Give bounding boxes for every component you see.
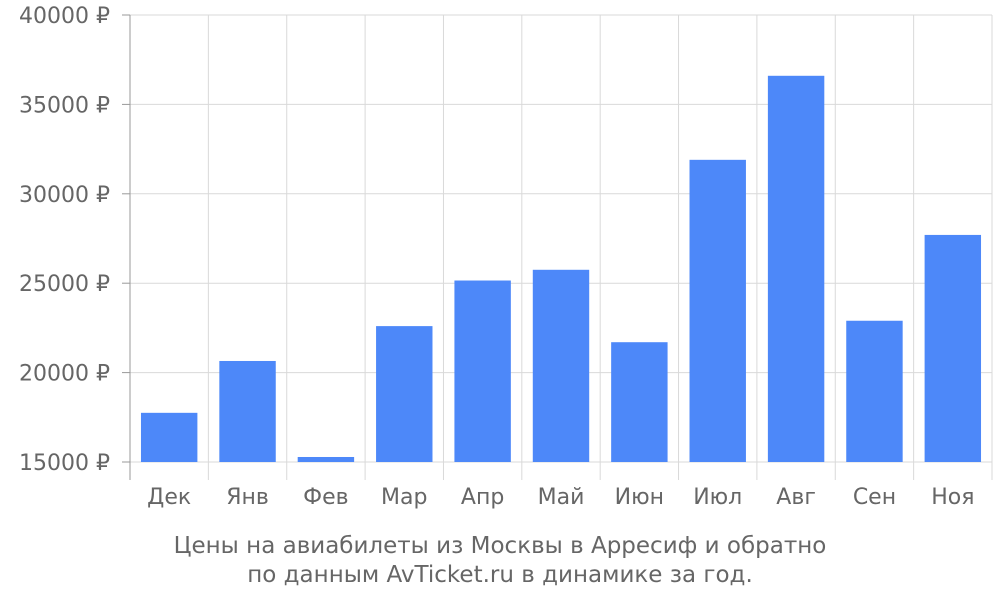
chart-caption-line-2: по данным AvTicket.ru в динамике за год. xyxy=(247,562,753,588)
x-tick-label: Ноя xyxy=(931,485,974,510)
y-tick-label: 20000 ₽ xyxy=(19,362,110,387)
y-tick-label: 40000 ₽ xyxy=(19,4,110,29)
axes xyxy=(122,14,993,480)
bar-4 xyxy=(376,326,433,462)
chart-caption-line-1: Цены на авиабилеты из Москвы в Арресиф и… xyxy=(173,533,827,559)
bar-11 xyxy=(924,234,982,462)
y-tick-label: 35000 ₽ xyxy=(19,93,110,118)
x-tick-label: Янв xyxy=(226,485,269,510)
bar-10 xyxy=(846,320,903,462)
bar-5 xyxy=(454,280,511,462)
bar-9 xyxy=(767,75,825,463)
x-tick-label: Апр xyxy=(461,485,504,510)
bars xyxy=(140,75,982,463)
x-tick-labels: Дек Янв Фев Мар Апр Май Июн Июл Авг Сен Ноя xyxy=(147,485,974,510)
bar-3 xyxy=(297,456,355,462)
bar-chart: 15000 ₽ 20000 ₽ 25000 ₽ 30000 ₽ 35000 ₽ 40000… xyxy=(19,4,993,510)
x-tick-label: Мар xyxy=(381,485,427,510)
y-tick-label: 15000 ₽ xyxy=(19,451,110,476)
x-tick-label: Июл xyxy=(693,485,742,510)
y-tick-label: 30000 ₽ xyxy=(19,183,110,208)
bar-6 xyxy=(532,269,590,462)
x-tick-label: Авг xyxy=(776,485,816,510)
y-tick-label: 25000 ₽ xyxy=(19,272,110,297)
grid-lines xyxy=(129,14,993,463)
x-tick-label: Сен xyxy=(853,485,896,510)
bar-1 xyxy=(140,412,198,462)
x-tick-label: Июн xyxy=(615,485,664,510)
x-tick-label: Май xyxy=(538,485,585,510)
x-tick-label: Дек xyxy=(147,485,191,510)
x-tick-label: Фев xyxy=(303,485,348,510)
y-tick-labels: 15000 ₽ 20000 ₽ 25000 ₽ 30000 ₽ 35000 ₽ 40000… xyxy=(19,4,110,476)
bar-8 xyxy=(689,159,746,462)
bar-7 xyxy=(611,342,668,462)
bar-2 xyxy=(219,360,276,462)
